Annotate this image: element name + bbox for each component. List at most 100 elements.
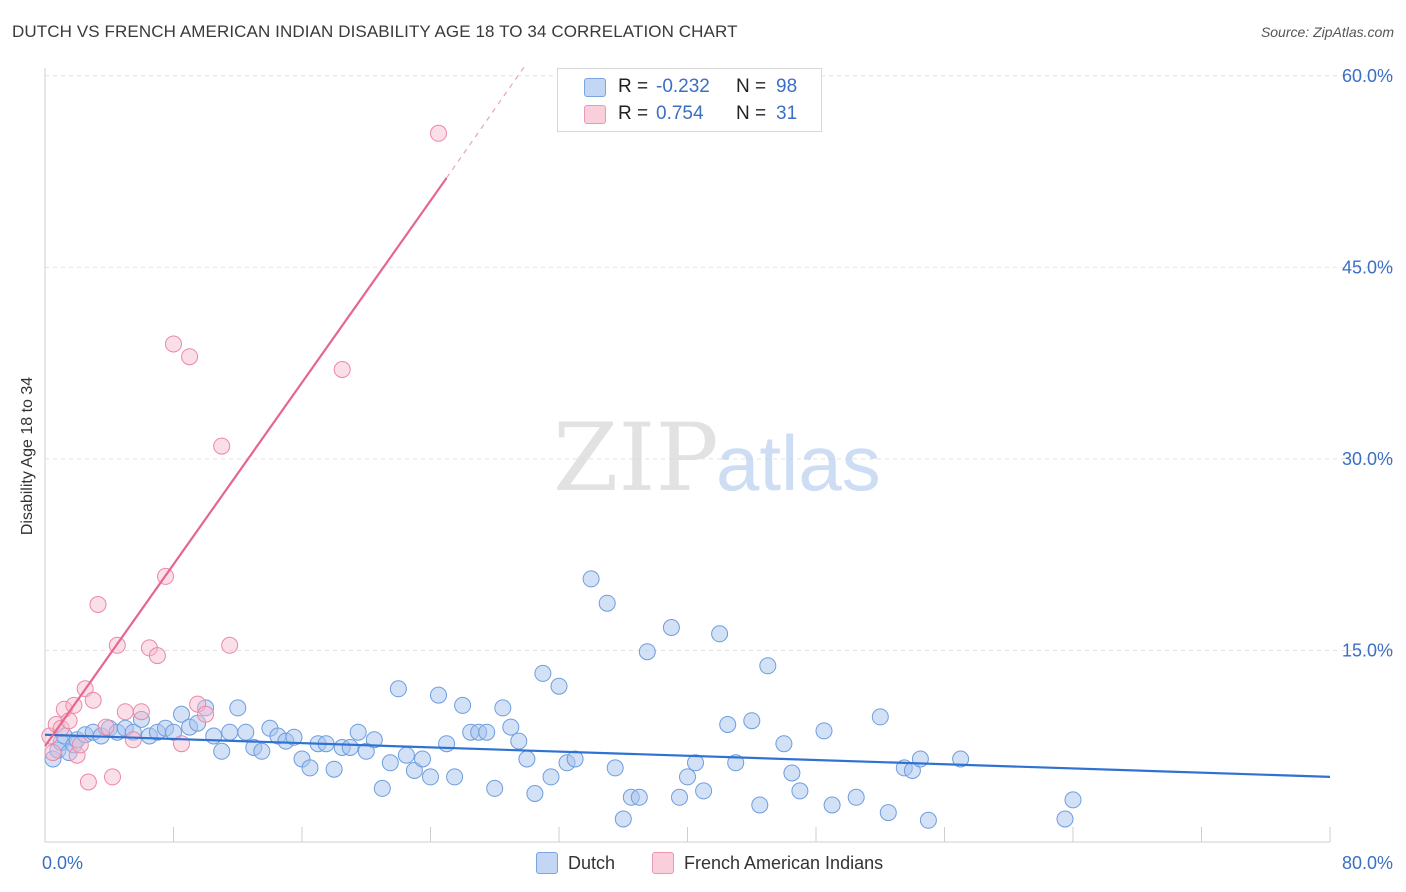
point-dutch <box>325 760 343 778</box>
point-french <box>97 718 115 736</box>
point-dutch <box>213 742 231 760</box>
axes <box>44 68 1331 843</box>
point-dutch <box>791 782 809 800</box>
point-dutch <box>711 625 729 643</box>
trend-line-french-extension <box>446 62 528 179</box>
legend-n-value: 98 <box>776 76 798 97</box>
point-dutch <box>502 718 520 736</box>
point-french <box>430 124 447 142</box>
point-dutch <box>478 723 496 741</box>
point-dutch <box>454 696 472 714</box>
point-french <box>79 773 97 791</box>
chart-title: DUTCH VS FRENCH AMERICAN INDIAN DISABILI… <box>12 22 738 41</box>
point-dutch <box>566 750 584 768</box>
point-dutch <box>879 804 897 822</box>
point-dutch <box>542 768 560 786</box>
point-dutch <box>365 731 383 749</box>
legend-r-label: R = <box>618 76 649 97</box>
point-french <box>71 736 89 754</box>
x-tick-label-min: 0.0% <box>42 853 83 873</box>
y-tick-label: 15.0% <box>1342 640 1393 660</box>
trend-line-french <box>44 177 448 747</box>
point-dutch <box>430 686 447 704</box>
point-dutch <box>446 768 464 786</box>
point-dutch <box>638 643 656 661</box>
point-french <box>89 596 107 613</box>
point-dutch <box>197 699 215 717</box>
point-dutch <box>815 722 833 740</box>
legend-n-label: N = <box>736 76 767 97</box>
point-dutch <box>301 759 319 777</box>
point-dutch <box>719 716 737 733</box>
stats-legend: R = -0.232 N = 98 R = 0.754 N = 31 <box>557 68 822 132</box>
legend-r-value: -0.232 <box>656 76 710 97</box>
point-dutch <box>550 677 568 695</box>
point-french <box>197 705 215 723</box>
point-dutch <box>253 742 271 760</box>
y-tick-label: 30.0% <box>1342 449 1393 469</box>
point-dutch <box>373 779 391 797</box>
point-dutch <box>205 727 223 745</box>
legend-r-label: R = <box>618 103 649 124</box>
point-dutch <box>679 768 696 786</box>
point-dutch <box>743 712 761 730</box>
point-dutch <box>919 811 937 829</box>
point-french <box>333 361 351 378</box>
point-dutch <box>414 750 431 768</box>
point-dutch <box>614 810 632 828</box>
watermark: ZIP atlas <box>553 404 881 513</box>
legend-r-value: 0.754 <box>656 103 704 124</box>
point-dutch <box>173 705 190 723</box>
point-dutch <box>671 788 688 806</box>
point-dutch <box>630 788 648 806</box>
point-french <box>132 703 150 721</box>
bottom-swatch-dutch <box>536 852 558 874</box>
point-french <box>124 731 142 749</box>
legend-n-label: N = <box>736 103 767 124</box>
bottom-legend-dutch: Dutch <box>536 852 615 874</box>
bottom-legend-label-dutch: Dutch <box>568 852 616 873</box>
bottom-legend-french: French American Indians <box>652 852 883 874</box>
point-dutch <box>687 754 704 772</box>
point-dutch <box>438 735 456 753</box>
point-dutch <box>389 680 407 698</box>
point-dutch <box>405 762 423 779</box>
point-dutch <box>871 708 889 726</box>
legend-row-dutch: R = -0.232 N = 98 <box>584 75 797 99</box>
point-dutch <box>510 732 528 750</box>
point-french <box>84 691 102 709</box>
point-dutch <box>727 754 745 772</box>
point-dutch <box>221 723 239 741</box>
point-french <box>181 348 199 366</box>
grid-lines <box>45 75 1395 651</box>
point-dutch <box>606 759 624 777</box>
point-dutch <box>759 657 777 675</box>
point-french <box>116 703 134 721</box>
point-dutch <box>229 699 247 717</box>
bottom-legend-label-french: French American Indians <box>684 852 884 873</box>
legend-n-value: 31 <box>776 103 798 124</box>
point-dutch <box>823 796 841 814</box>
point-dutch <box>237 723 255 741</box>
point-dutch <box>341 739 359 756</box>
point-dutch <box>349 723 367 741</box>
point-dutch <box>285 728 303 746</box>
y-tick-label: 60.0% <box>1342 66 1393 86</box>
point-dutch <box>783 764 801 782</box>
legend-swatch-french <box>584 104 606 124</box>
point-dutch <box>494 699 512 717</box>
trend-line-dutch <box>44 733 1331 778</box>
point-dutch <box>775 735 793 753</box>
y-tick-label: 45.0% <box>1342 257 1393 277</box>
tick-labels: 15.0% 30.0% 45.0% 60.0% 0.0% 80.0% <box>42 66 1393 873</box>
point-dutch <box>952 750 970 768</box>
point-french <box>68 746 86 764</box>
point-dutch <box>526 785 544 802</box>
point-french <box>221 636 239 654</box>
point-dutch <box>847 788 865 806</box>
trend-lines <box>44 62 1331 778</box>
legend-row-french: R = 0.754 N = 31 <box>584 102 797 126</box>
point-dutch <box>695 782 713 800</box>
point-dutch <box>1064 791 1082 809</box>
